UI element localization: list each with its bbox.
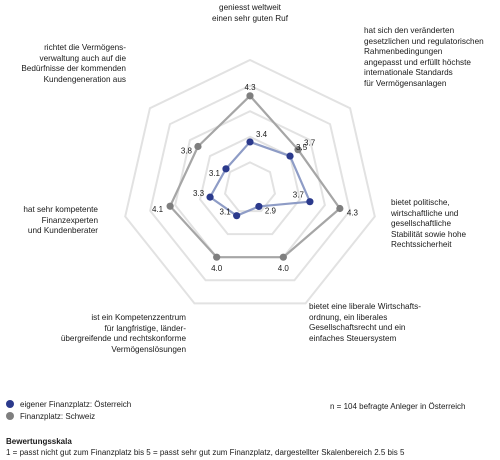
legend-label-austria: eigener Finanzplatz: Österreich [20, 399, 132, 409]
axis-label-reputation: geniesst weltweit einen sehr guten Ruf [211, 3, 288, 23]
data-point-switzerland-5 [166, 202, 174, 210]
data-label-austria-2: 3.7 [293, 191, 305, 200]
sample-size-note: n = 104 befragte Anleger in Österreich [330, 402, 466, 411]
data-label-switzerland-5: 4.1 [152, 205, 164, 214]
data-point-austria-1 [286, 152, 294, 160]
data-label-switzerland-2: 4.3 [347, 209, 359, 218]
data-point-austria-0 [246, 138, 254, 146]
data-point-switzerland-0 [246, 92, 254, 100]
radar-grid [124, 58, 376, 305]
data-point-austria-5 [206, 193, 214, 201]
series-line-austria [208, 140, 311, 217]
radar-value-labels: 4.33.74.34.04.04.13.83.43.53.72.93.13.33… [152, 83, 359, 273]
axis-label-regulation: hat sich den veränderten gesetzlichen un… [364, 26, 484, 88]
data-label-austria-3: 2.9 [265, 206, 277, 215]
data-point-switzerland-2 [336, 204, 344, 213]
data-point-switzerland-3 [279, 253, 287, 261]
series-line-switzerland [169, 94, 341, 259]
axis-label-liberal-order: bietet eine liberale Wirtschafts- ordnun… [309, 302, 421, 343]
legend-item-austria: eigener Finanzplatz: Österreich [6, 398, 131, 410]
data-label-austria-4: 3.1 [220, 208, 232, 217]
data-point-austria-6 [222, 165, 230, 173]
data-point-switzerland-6 [194, 142, 202, 151]
data-label-austria-5: 3.3 [193, 189, 205, 198]
legend-item-switzerland: Finanzplatz: Schweiz [6, 410, 131, 422]
legend-marker-austria [6, 400, 14, 408]
data-label-switzerland-3: 4.0 [278, 264, 290, 273]
data-point-austria-2 [306, 198, 314, 206]
data-label-switzerland-6: 3.8 [181, 147, 193, 156]
legend-label-switzerland: Finanzplatz: Schweiz [20, 411, 96, 421]
data-label-austria-0: 3.4 [256, 130, 268, 139]
data-point-austria-3 [255, 202, 263, 211]
legend: eigener Finanzplatz: Österreich Finanzpl… [6, 398, 131, 422]
data-label-austria-6: 3.1 [209, 169, 221, 178]
axis-label-competence-center: ist ein Kompetenzzentrum für langfristig… [60, 313, 186, 354]
data-label-switzerland-1: 3.7 [304, 139, 316, 148]
data-label-switzerland-4: 4.0 [211, 264, 223, 273]
scale-title: Bewertungsskala [6, 437, 72, 446]
axis-label-stability: bietet politische, wirtschaftliche und g… [391, 198, 467, 250]
data-label-austria-1: 3.5 [296, 143, 308, 152]
data-point-switzerland-4 [213, 253, 221, 261]
data-label-switzerland-0: 4.3 [244, 83, 256, 92]
data-point-switzerland-1 [294, 146, 302, 154]
axis-label-next-generation: richtet die Vermögens- verwaltung auch a… [21, 43, 126, 84]
scale-description: 1 = passt nicht gut zum Finanzplatz bis … [6, 448, 405, 457]
legend-marker-switzerland [6, 412, 14, 420]
data-point-austria-4 [233, 212, 241, 220]
axis-label-finance-experts: hat sehr kompetente Finanzexperten und K… [23, 205, 98, 236]
radar-series [166, 92, 344, 261]
